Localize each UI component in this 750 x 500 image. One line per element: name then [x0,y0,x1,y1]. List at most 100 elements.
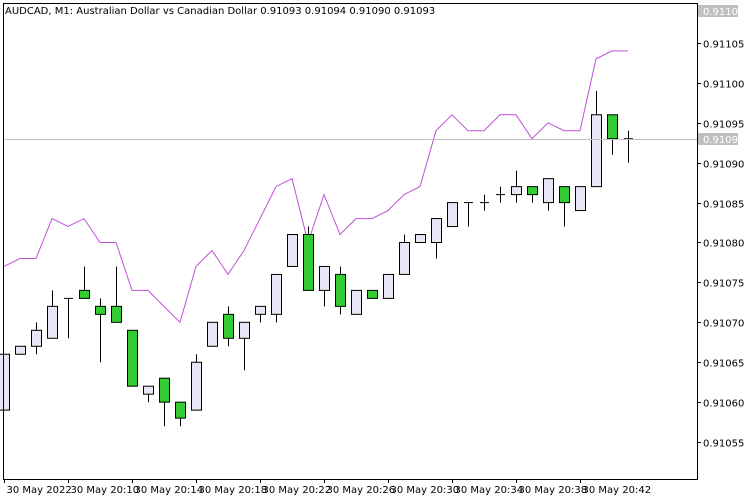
candle[interactable] [591,90,602,188]
x-tick-label: 30 May 20:22 [263,485,332,496]
candle-body-bull [0,353,10,411]
candle-body-bull [447,202,458,228]
candle-body-bull [351,289,362,315]
y-tick-label: 0.91060 [703,399,744,410]
symbol-description: AUDCAD, M1: Australian Dollar vs Canadia… [5,6,435,17]
candle-body-bull [207,321,218,347]
candle[interactable] [431,218,442,259]
candle[interactable] [159,377,170,427]
candle[interactable] [0,353,10,411]
y-tick-label: 0.91100 [703,80,744,91]
candle[interactable] [143,385,154,403]
y-tick-label: 0.91105 [703,40,744,51]
candle-body-bull [271,273,282,315]
candle-body-bear [127,329,138,387]
x-tick-label: 30 May 20:34 [455,485,524,496]
candle[interactable] [255,305,266,323]
candle[interactable] [127,329,138,387]
candle-body-bear [335,273,346,307]
y-tick-label: 0.91075 [703,279,744,290]
candle[interactable] [271,273,282,323]
candle[interactable] [64,297,73,339]
candle-body-bear [111,305,122,323]
candle[interactable] [575,186,586,212]
candle[interactable] [351,289,362,315]
candle-body-bear [79,289,90,299]
candle[interactable] [511,170,522,203]
candle[interactable] [367,289,378,299]
candle-body-bull [511,186,522,196]
candle-body-bull [287,234,298,267]
candle-body-bull [255,305,266,315]
candle-body-bear [175,401,186,419]
current-price-badge-bg [698,133,738,145]
x-tick-label: 30 May 2022 [7,485,72,496]
candle[interactable] [527,186,538,203]
top-price-badge-bg [698,5,738,17]
candle[interactable] [607,114,618,155]
candle[interactable] [47,290,58,339]
indicator-line [3,50,628,324]
candle[interactable] [287,234,298,267]
candle[interactable] [496,186,505,203]
candle[interactable] [543,178,554,211]
candle[interactable] [31,322,42,355]
candle-body-bear [559,186,570,204]
x-tick-label: 30 May 20:18 [199,485,268,496]
x-tick-label: 30 May 20:10 [71,485,140,496]
candle[interactable] [464,202,473,227]
candle[interactable] [399,234,410,275]
candle[interactable] [415,234,426,244]
candle-body-bull [239,321,250,339]
candle[interactable] [480,194,489,211]
candle[interactable] [207,321,218,347]
y-tick-label: 0.91080 [703,239,744,250]
current-price-badge: 0.91093 [703,135,744,146]
y-tick-label: 0.91085 [703,200,744,211]
candle-body-bull [431,218,442,244]
y-tick-label: 0.91070 [703,319,744,330]
candle[interactable] [15,345,26,355]
candle-body-bull [31,329,42,347]
candle[interactable] [95,298,106,363]
candle[interactable] [319,265,330,307]
candle-body-bull [591,114,602,188]
candle[interactable] [624,130,633,163]
candle[interactable] [111,266,122,323]
candle[interactable] [335,266,346,315]
y-tick-label: 0.91055 [703,439,744,450]
candle-body-bear [223,313,234,339]
candle[interactable] [447,202,458,228]
candle-body-bear [607,114,618,140]
candle[interactable] [559,186,570,227]
x-tick-label: 30 May 20:38 [519,485,588,496]
candle-body-bull [319,265,330,291]
y-tick-label: 0.91095 [703,120,744,131]
candle-body-bull [415,234,426,244]
candle-body-bull [191,361,202,411]
candle-body-bull [575,186,586,212]
candle-body-bear [159,377,170,403]
candle[interactable] [79,266,90,299]
candle-body-bear [527,186,538,196]
candle-body-bear [303,234,314,291]
candle[interactable] [191,354,202,411]
x-tick-label: 30 May 20:14 [135,485,204,496]
candle[interactable] [175,401,186,427]
candle[interactable] [239,321,250,371]
candle[interactable] [223,306,234,347]
candle-body-bear [367,289,378,299]
x-tick-label: 30 May 20:30 [391,485,460,496]
candle[interactable] [383,273,394,299]
top-price-badge: 0.91109 [703,7,744,18]
x-tick-label: 30 May 20:42 [583,485,652,496]
candle[interactable] [303,226,314,291]
candle-body-bull [15,345,26,355]
candle-body-bull [47,305,58,339]
plot-area-frame [3,3,698,480]
candle-body-bear [95,305,106,315]
candle-body-bull [383,273,394,299]
